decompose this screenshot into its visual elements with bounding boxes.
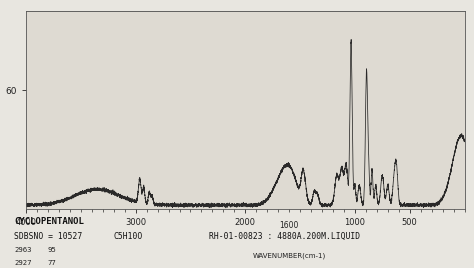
Text: 77: 77 <box>47 260 56 266</box>
Text: C5H10O: C5H10O <box>114 232 143 240</box>
Text: RH-01-00823 : 4880A.200M.LIQUID: RH-01-00823 : 4880A.200M.LIQUID <box>209 232 360 240</box>
Text: CYCLOPENTANOL: CYCLOPENTANOL <box>14 217 84 226</box>
Text: 2927: 2927 <box>14 260 32 266</box>
Text: SDBSNO = 10527: SDBSNO = 10527 <box>14 232 82 240</box>
Text: 1600: 1600 <box>280 221 299 230</box>
Text: 2963: 2963 <box>14 247 32 253</box>
Text: 95: 95 <box>47 247 56 253</box>
Text: WAVENUMBER(cm-1): WAVENUMBER(cm-1) <box>253 253 326 259</box>
